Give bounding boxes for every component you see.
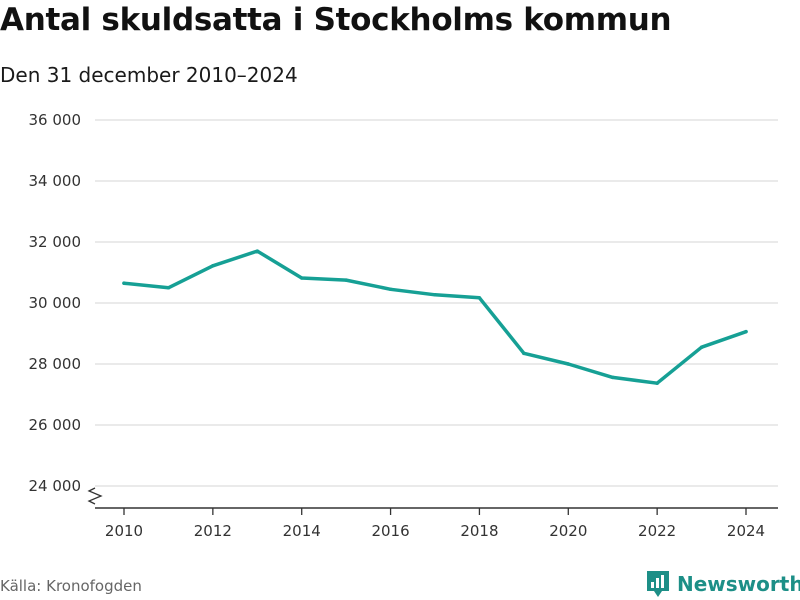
y-tick-label: 34 000	[29, 172, 82, 190]
y-tick-label: 32 000	[29, 233, 82, 251]
brand-name: Newsworthy	[677, 572, 800, 596]
y-tick-label: 36 000	[29, 111, 82, 129]
chart-subtitle: Den 31 december 2010–2024	[0, 63, 298, 87]
data-point	[477, 296, 482, 300]
data-point	[744, 329, 748, 334]
brand-logo[interactable]: Newsworthy	[645, 569, 800, 599]
data-point	[166, 286, 171, 290]
data-point	[122, 281, 126, 285]
x-tick-label: 2022	[638, 522, 676, 540]
data-point	[655, 381, 659, 385]
data-point	[211, 264, 215, 268]
x-axis-ticks: 2010 2012 2014 2016 2018 2020 2022 2024	[105, 508, 765, 540]
y-tick-label: 28 000	[29, 355, 82, 373]
data-point	[299, 276, 304, 280]
x-tick-label: 2024	[727, 522, 765, 540]
x-tick-label: 2010	[105, 522, 143, 540]
data-point	[566, 362, 571, 366]
y-axis-ticks: 24 000 26 000 28 000 30 000 32 000 34 000 36 0…	[29, 111, 82, 495]
chart-title: Antal skuldsatta i Stockholms kommun	[0, 2, 672, 38]
series-layer	[122, 249, 748, 385]
x-axis	[87, 487, 778, 509]
bar-chart-logo-icon	[647, 571, 669, 597]
x-tick-label: 2012	[194, 522, 232, 540]
data-point	[522, 351, 526, 356]
y-tick-label: 24 000	[29, 477, 82, 495]
data-point	[255, 249, 260, 253]
data-point	[610, 375, 615, 380]
grid-lines	[95, 119, 778, 487]
source-note: Källa: Kronofogden	[0, 577, 142, 595]
data-point	[699, 345, 704, 349]
axis-break-icon	[87, 487, 103, 505]
x-tick-label: 2018	[460, 522, 498, 540]
x-tick-label: 2014	[283, 522, 321, 540]
data-point	[433, 293, 437, 297]
data-point	[344, 278, 348, 282]
x-tick-label: 2016	[371, 522, 409, 540]
data-point	[388, 287, 393, 292]
y-tick-label: 26 000	[29, 416, 82, 434]
y-tick-label: 30 000	[29, 294, 82, 312]
x-tick-label: 2020	[549, 522, 587, 540]
